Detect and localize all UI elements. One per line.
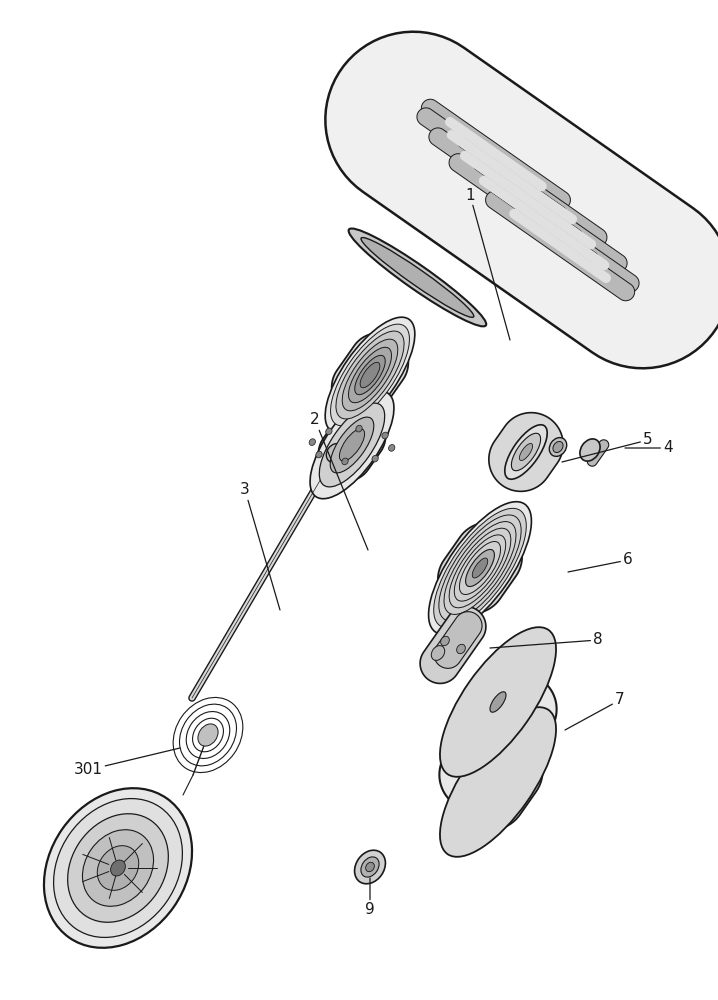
Polygon shape <box>458 138 566 216</box>
Ellipse shape <box>355 850 386 884</box>
Ellipse shape <box>44 788 192 948</box>
Ellipse shape <box>340 429 365 461</box>
Polygon shape <box>453 734 543 830</box>
Ellipse shape <box>316 451 322 458</box>
Ellipse shape <box>361 238 474 317</box>
Polygon shape <box>332 333 409 417</box>
Ellipse shape <box>320 403 385 487</box>
Ellipse shape <box>326 444 344 462</box>
Ellipse shape <box>325 317 415 433</box>
Polygon shape <box>445 117 546 191</box>
Polygon shape <box>429 128 627 272</box>
Ellipse shape <box>198 724 218 746</box>
Ellipse shape <box>432 646 444 660</box>
Polygon shape <box>449 154 639 292</box>
Polygon shape <box>447 130 577 224</box>
Polygon shape <box>490 184 598 262</box>
Ellipse shape <box>330 324 409 426</box>
Text: 6: 6 <box>568 552 633 572</box>
Ellipse shape <box>361 857 379 877</box>
Ellipse shape <box>490 692 506 712</box>
Ellipse shape <box>342 458 348 465</box>
Ellipse shape <box>336 331 404 419</box>
Text: 1: 1 <box>465 188 510 340</box>
Ellipse shape <box>97 846 139 890</box>
Text: 9: 9 <box>365 878 375 918</box>
Ellipse shape <box>549 438 567 456</box>
Ellipse shape <box>365 862 374 872</box>
Polygon shape <box>479 176 610 270</box>
Text: 4: 4 <box>625 440 673 456</box>
Polygon shape <box>438 522 522 614</box>
Polygon shape <box>318 409 386 481</box>
Ellipse shape <box>449 528 511 608</box>
Polygon shape <box>460 151 596 249</box>
Ellipse shape <box>434 508 526 628</box>
Text: 8: 8 <box>490 633 603 648</box>
Polygon shape <box>509 209 611 283</box>
Text: 7: 7 <box>565 692 625 730</box>
Polygon shape <box>434 612 482 668</box>
Ellipse shape <box>382 432 388 439</box>
Ellipse shape <box>440 707 556 857</box>
Ellipse shape <box>457 644 465 654</box>
Ellipse shape <box>553 441 563 453</box>
Text: 5: 5 <box>562 432 653 462</box>
Ellipse shape <box>372 455 378 462</box>
Ellipse shape <box>67 814 168 922</box>
Ellipse shape <box>342 339 398 411</box>
Text: 301: 301 <box>73 748 180 778</box>
Polygon shape <box>417 108 607 246</box>
Ellipse shape <box>309 439 315 445</box>
Ellipse shape <box>465 549 495 587</box>
Polygon shape <box>587 440 609 466</box>
Ellipse shape <box>310 391 394 499</box>
Ellipse shape <box>356 425 362 432</box>
Ellipse shape <box>439 515 521 621</box>
Ellipse shape <box>348 228 486 326</box>
Ellipse shape <box>511 433 541 471</box>
Ellipse shape <box>472 558 488 578</box>
Ellipse shape <box>460 541 500 595</box>
Polygon shape <box>485 191 635 301</box>
Polygon shape <box>489 413 563 491</box>
Ellipse shape <box>360 362 380 388</box>
Ellipse shape <box>111 860 126 876</box>
Polygon shape <box>421 99 570 209</box>
Ellipse shape <box>580 439 600 461</box>
Polygon shape <box>420 607 486 683</box>
Text: 2: 2 <box>310 412 368 550</box>
Ellipse shape <box>454 535 505 601</box>
Text: 3: 3 <box>240 483 280 610</box>
Ellipse shape <box>330 417 374 473</box>
Ellipse shape <box>505 425 547 479</box>
Polygon shape <box>325 32 718 368</box>
Ellipse shape <box>440 627 556 777</box>
Ellipse shape <box>441 636 449 646</box>
Ellipse shape <box>348 347 391 403</box>
Ellipse shape <box>429 502 531 634</box>
Ellipse shape <box>388 445 395 451</box>
Ellipse shape <box>444 522 516 614</box>
Ellipse shape <box>326 428 332 435</box>
Polygon shape <box>439 674 556 810</box>
Ellipse shape <box>519 443 533 461</box>
Ellipse shape <box>355 355 386 395</box>
Ellipse shape <box>54 799 182 937</box>
Ellipse shape <box>83 830 154 906</box>
Polygon shape <box>474 161 582 239</box>
